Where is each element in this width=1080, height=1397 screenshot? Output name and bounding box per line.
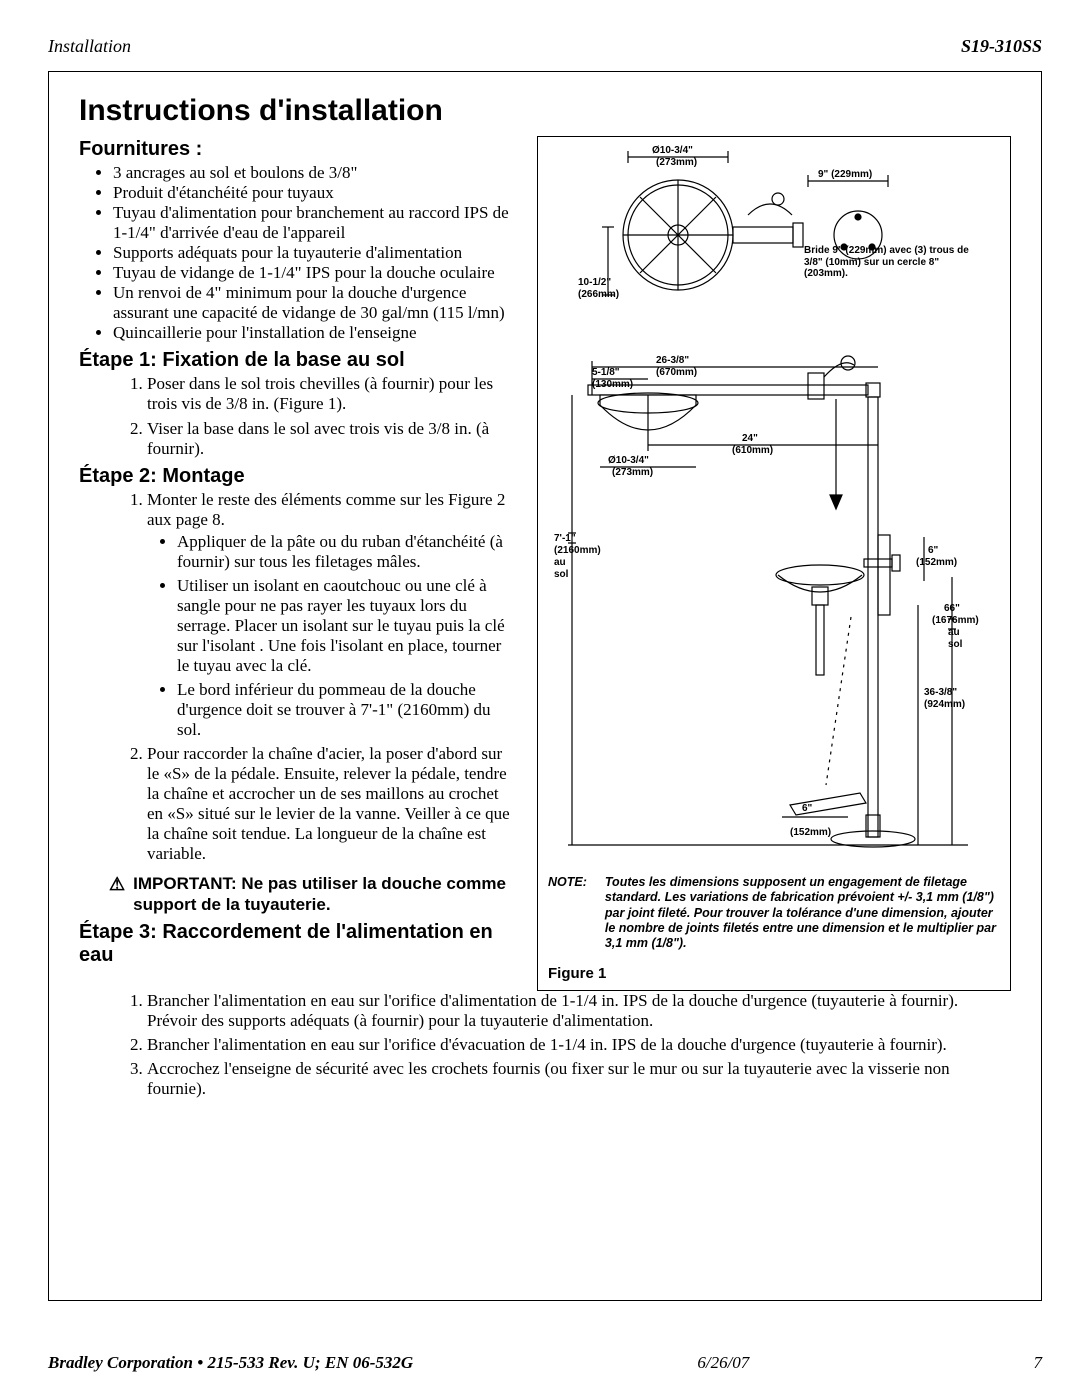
step-text: Monter le reste des éléments comme sur l… (147, 490, 505, 529)
svg-text:sol: sol (554, 569, 569, 580)
svg-text:(2160mm): (2160mm) (554, 545, 601, 556)
figure-caption: Figure 1 (548, 965, 1000, 982)
svg-text:Ø10-3/4": Ø10-3/4" (652, 145, 693, 156)
svg-text:(610mm): (610mm) (732, 445, 773, 456)
svg-text:(152mm): (152mm) (916, 557, 957, 568)
page-header: Installation S19-310SS (48, 36, 1042, 57)
svg-text:(670mm): (670mm) (656, 367, 697, 378)
svg-text:66": 66" (944, 603, 960, 614)
list-item: Pour raccorder la chaîne d'acier, la pos… (147, 744, 519, 864)
important-text: IMPORTANT: Ne pas utiliser la douche com… (133, 874, 519, 915)
list-item: Utiliser un isolant en caoutchouc ou une… (177, 576, 513, 676)
footer-right: 7 (1033, 1353, 1042, 1373)
flange-note: Bride 9" (229mm) avec (3) trous de 3/8" … (804, 245, 984, 280)
header-right: S19-310SS (961, 36, 1042, 57)
list-item: Accrochez l'enseigne de sécurité avec le… (147, 1059, 1001, 1099)
list-item: Tuyau d'alimentation pour branchement au… (113, 203, 519, 243)
left-column: Fournitures : 3 ancrages au sol et boulo… (79, 132, 519, 991)
header-left: Installation (48, 36, 131, 57)
list-item: Tuyau de vidange de 1-1/4" IPS pour la d… (113, 263, 519, 283)
figure-box: Ø10-3/4" (273mm) 9" (229mm) 10-1/2" (266… (537, 136, 1011, 991)
footer-left: Bradley Corporation • 215-533 Rev. U; EN… (48, 1353, 413, 1373)
etape1-steps: Poser dans le sol trois chevilles (à fou… (147, 374, 519, 458)
figure-diagram: Ø10-3/4" (273mm) 9" (229mm) 10-1/2" (266… (548, 145, 988, 865)
page-title: Instructions d'installation (79, 94, 1011, 128)
list-item: Brancher l'alimentation en eau sur l'ori… (147, 1035, 1001, 1055)
svg-text:au: au (554, 557, 566, 568)
svg-text:(152mm): (152mm) (790, 827, 831, 838)
svg-text:5-1/8": 5-1/8" (592, 367, 620, 378)
svg-text:10-1/2": 10-1/2" (578, 277, 611, 288)
svg-text:7'-1": 7'-1" (554, 533, 576, 544)
svg-text:(266mm): (266mm) (578, 289, 619, 300)
svg-text:Ø10-3/4": Ø10-3/4" (608, 455, 649, 466)
fournitures-list: 3 ancrages au sol et boulons de 3/8" Pro… (113, 163, 519, 343)
list-item: Viser la base dans le sol avec trois vis… (147, 419, 519, 459)
important-note: ⚠ IMPORTANT: Ne pas utiliser la douche c… (109, 874, 519, 915)
svg-text:(924mm): (924mm) (924, 699, 965, 710)
svg-text:24": 24" (742, 433, 758, 444)
svg-text:(130mm): (130mm) (592, 379, 633, 390)
figure-note: NOTE: Toutes les dimensions supposent un… (548, 875, 1000, 951)
list-item: Appliquer de la pâte ou du ruban d'étanc… (177, 532, 513, 572)
etape1-heading: Étape 1: Fixation de la base au sol (79, 349, 519, 372)
note-label: NOTE: (548, 875, 587, 951)
svg-text:(1676mm): (1676mm) (932, 615, 979, 626)
list-item: Produit d'étanchéité pour tuyaux (113, 183, 519, 203)
svg-text:au: au (948, 627, 960, 638)
list-item: Un renvoi de 4" minimum pour la douche d… (113, 283, 519, 323)
footer-center: 6/26/07 (697, 1353, 749, 1373)
etape2-substeps: Appliquer de la pâte ou du ruban d'étanc… (177, 532, 513, 740)
svg-text:sol: sol (948, 639, 963, 650)
right-column: Ø10-3/4" (273mm) 9" (229mm) 10-1/2" (266… (537, 132, 1011, 991)
list-item: Poser dans le sol trois chevilles (à fou… (147, 374, 519, 414)
svg-text:9" (229mm): 9" (229mm) (818, 169, 872, 180)
svg-text:26-3/8": 26-3/8" (656, 355, 689, 366)
list-item: 3 ancrages au sol et boulons de 3/8" (113, 163, 519, 183)
etape3-steps: Brancher l'alimentation en eau sur l'ori… (147, 991, 1011, 1099)
list-item: Le bord inférieur du pommeau de la douch… (177, 680, 513, 740)
list-item: Supports adéquats pour la tuyauterie d'a… (113, 243, 519, 263)
fournitures-heading: Fournitures : (79, 138, 519, 161)
svg-text:36-3/8": 36-3/8" (924, 687, 957, 698)
etape2-steps: Monter le reste des éléments comme sur l… (147, 490, 519, 865)
svg-text:(273mm): (273mm) (656, 157, 697, 168)
page-footer: Bradley Corporation • 215-533 Rev. U; EN… (48, 1353, 1042, 1373)
svg-text:6": 6" (928, 545, 939, 556)
svg-text:6": 6" (802, 803, 813, 814)
etape2-heading: Étape 2: Montage (79, 465, 519, 488)
list-item: Quincaillerie pour l'installation de l'e… (113, 323, 519, 343)
note-text: Toutes les dimensions supposent un engag… (605, 875, 1000, 951)
etape3-heading: Étape 3: Raccordement de l'alimentation … (79, 921, 519, 967)
content-frame: Instructions d'installation Fournitures … (48, 71, 1042, 1301)
list-item: Monter le reste des éléments comme sur l… (147, 490, 519, 741)
svg-text:(273mm): (273mm) (612, 467, 653, 478)
list-item: Brancher l'alimentation en eau sur l'ori… (147, 991, 1001, 1031)
warning-icon: ⚠ (109, 875, 125, 893)
